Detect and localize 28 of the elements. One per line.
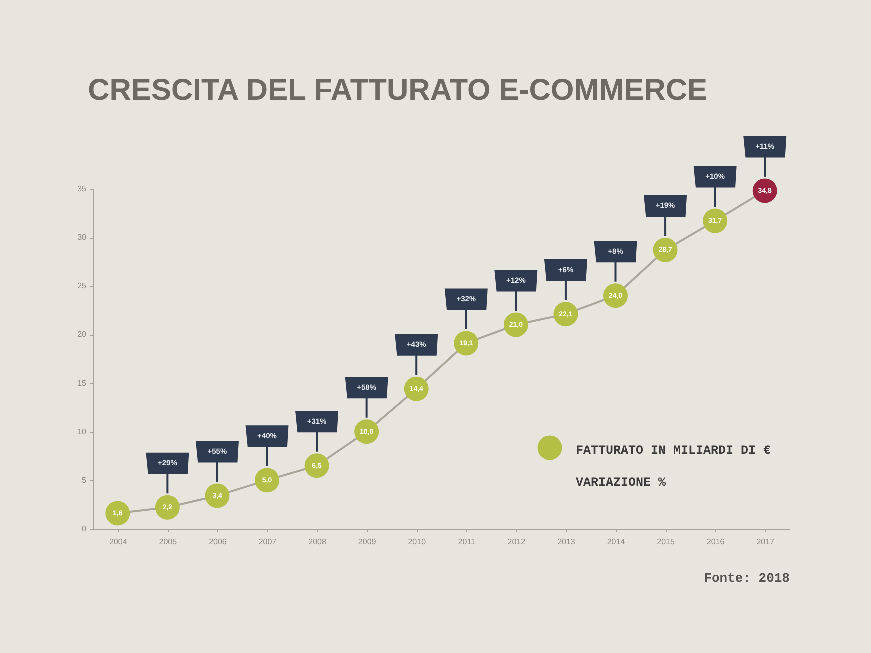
x-tick-label: 2017 (756, 538, 776, 546)
x-tick-label: 2007 (258, 538, 278, 546)
point (106, 501, 130, 526)
legend-title: VARIAZIONE % (576, 476, 667, 490)
y-tick-label: 25 (78, 282, 88, 291)
x-tick-label: 2013 (558, 538, 576, 546)
x-tick-label: 2009 (358, 538, 377, 546)
chart-title: CRESCITA DEL FATTURATO E-COMMERCE (88, 74, 708, 108)
y-tick-label: 0 (82, 524, 88, 534)
x-tick-label: 2008 (308, 538, 327, 546)
source-note: Fonte: 2018 (704, 571, 790, 586)
x-tick-label: 2016 (706, 538, 726, 546)
legend-label: FATTURATO IN MILIARDI DI € (576, 444, 772, 458)
y-tick-label: 20 (78, 330, 88, 340)
point (155, 495, 180, 520)
x-tick-label: 2005 (159, 538, 178, 546)
y-tick-label: 5 (82, 476, 88, 485)
x-tick-label: 2006 (209, 538, 228, 546)
y-tick-label: 10 (78, 427, 88, 436)
y-tick-label: 15 (78, 378, 88, 388)
x-tick-label: 2015 (657, 538, 676, 546)
x-tick-label: 2014 (607, 538, 626, 546)
x-tick-label: 2012 (508, 538, 526, 546)
x-tick-label: 2011 (458, 538, 476, 546)
y-tick-label: 30 (78, 233, 88, 242)
x-tick-label: 2004 (109, 538, 128, 546)
x-tick-label: 2010 (408, 538, 427, 546)
y-tick-label: 35 (78, 184, 88, 194)
